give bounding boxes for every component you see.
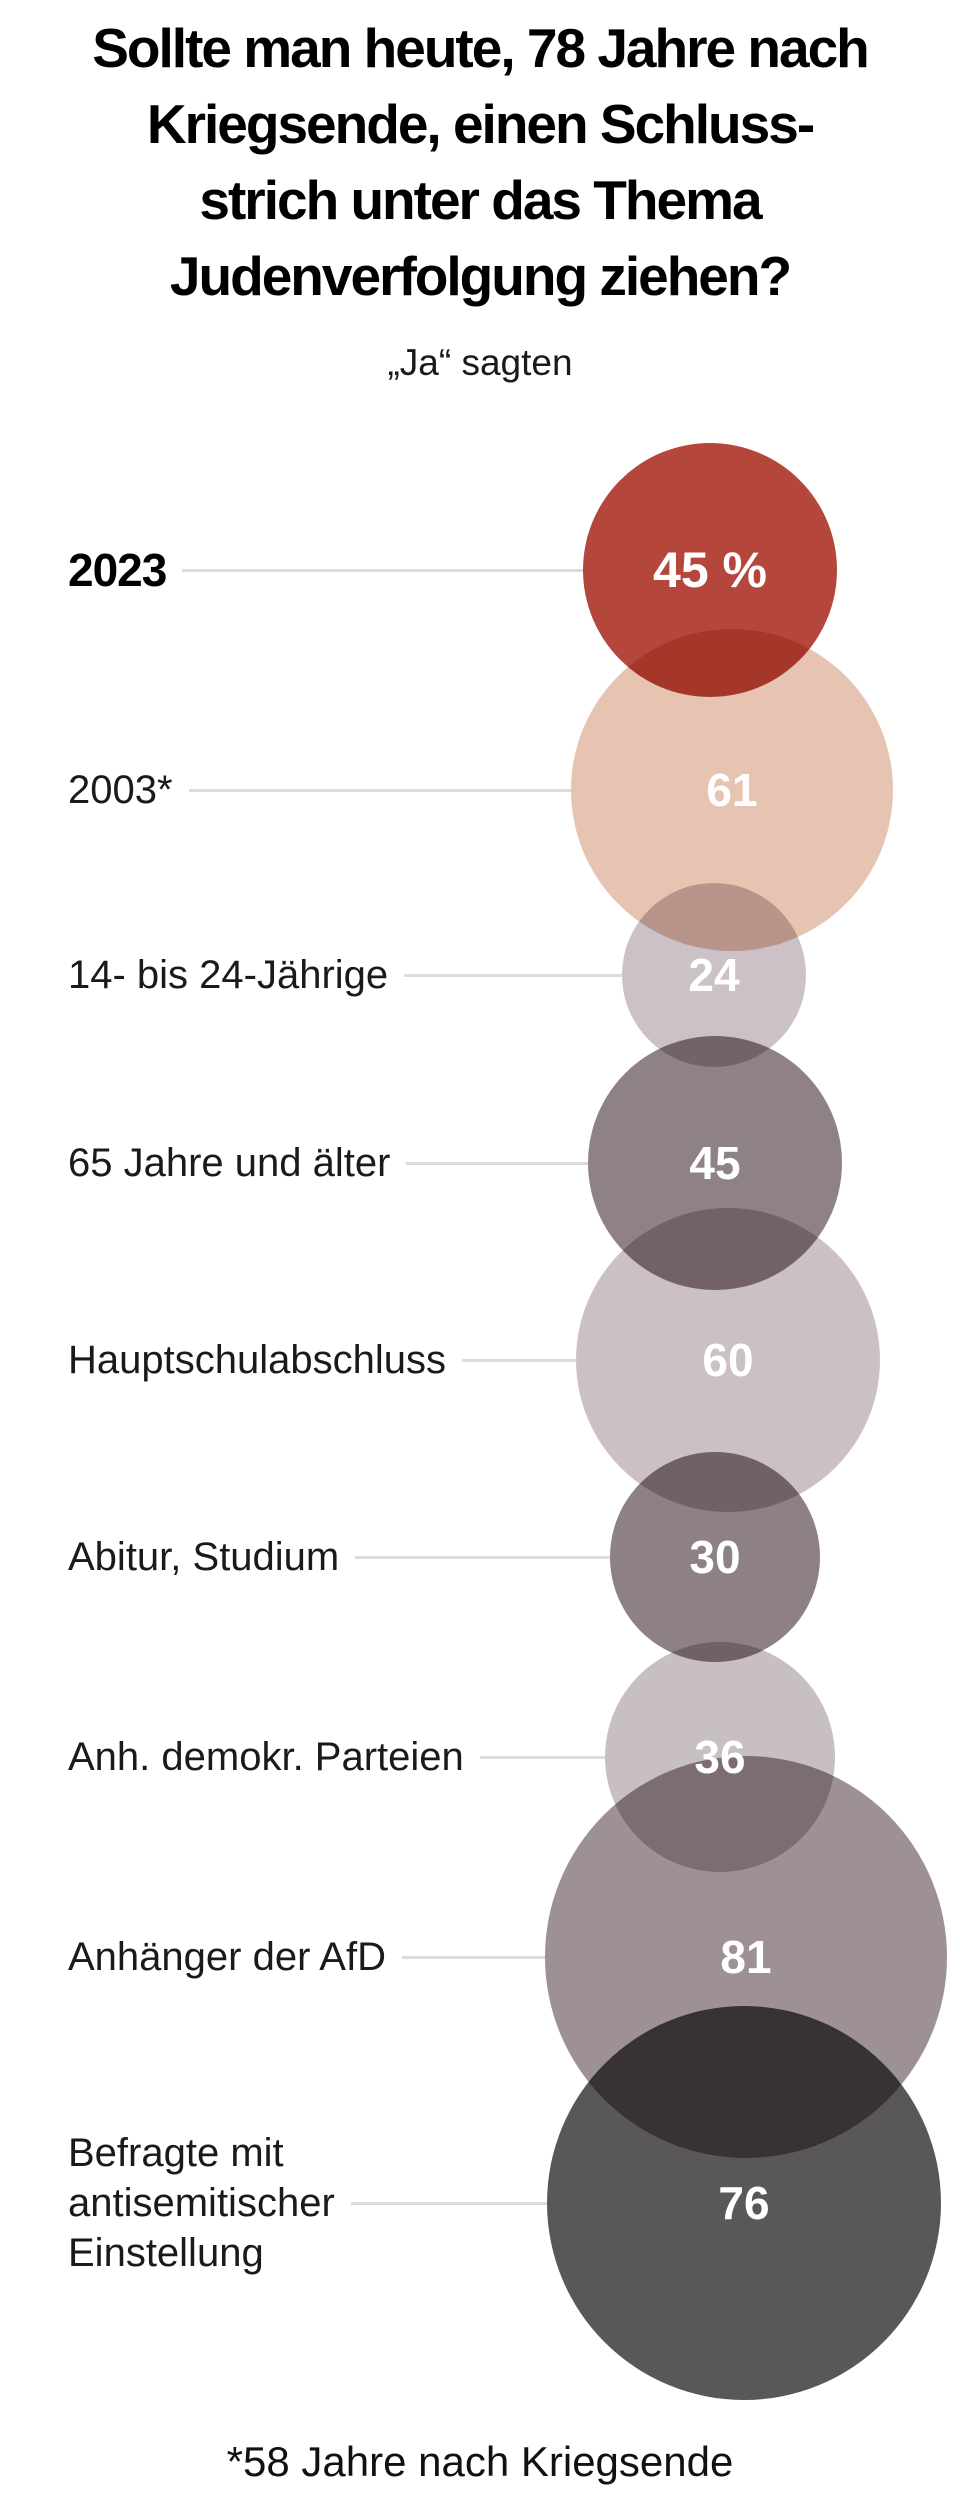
chart-title-line: Judenverfolgung ziehen? bbox=[169, 245, 792, 307]
bubble-value: 36 bbox=[694, 1731, 746, 1783]
bubble-value: 24 bbox=[688, 949, 740, 1001]
bubble bbox=[588, 1036, 842, 1290]
chart-title-line: strich unter das Thema bbox=[199, 169, 762, 231]
category-label: 2003* bbox=[68, 765, 173, 815]
category-label: Befragte mit antisemitischer Einstellung bbox=[68, 2128, 335, 2278]
category-label-line: Abitur, Studium bbox=[68, 1535, 340, 1579]
bubble-value: 61 bbox=[706, 764, 758, 816]
bubble bbox=[605, 1642, 835, 1872]
chart-title: Sollte man heute, 78 Jahre nach Kriegsen… bbox=[0, 10, 960, 314]
connector-line bbox=[355, 1556, 610, 1559]
category-label: Anhänger der AfD bbox=[68, 1932, 386, 1982]
bubble-value: 81 bbox=[720, 1931, 772, 1983]
chart-footnote: *58 Jahre nach Kriegsende bbox=[226, 2438, 734, 2485]
category-label: Hauptschulabschluss bbox=[68, 1335, 446, 1385]
category-label: 2023 bbox=[68, 544, 167, 596]
category-label-line: 2023 bbox=[68, 544, 167, 596]
bubble bbox=[576, 1208, 880, 1512]
chart-subtitle: „Ja“ sagten bbox=[387, 342, 573, 383]
bubble bbox=[547, 2006, 941, 2400]
category-label-line: 2003* bbox=[68, 768, 173, 812]
connector-line bbox=[189, 789, 571, 792]
bubble-value: 45 % bbox=[653, 542, 767, 598]
connector-line bbox=[406, 1162, 588, 1165]
bubble-value: 30 bbox=[689, 1531, 741, 1583]
bubble bbox=[571, 629, 893, 951]
connector-line bbox=[351, 2202, 547, 2205]
category-label: 14- bis 24-Jährige bbox=[68, 950, 388, 1000]
bubble-value: 60 bbox=[702, 1334, 754, 1386]
bubble bbox=[622, 883, 806, 1067]
category-label: Anh. demokr. Parteien bbox=[68, 1732, 464, 1782]
chart-title-line: Kriegsende, einen Schluss- bbox=[146, 93, 815, 155]
category-label-line: Hauptschulabschluss bbox=[68, 1338, 446, 1382]
connector-line bbox=[462, 1359, 576, 1362]
category-label-line: Anh. demokr. Parteien bbox=[68, 1735, 464, 1779]
category-label-line: Anhänger der AfD bbox=[68, 1935, 386, 1979]
category-label-line: 14- bis 24-Jährige bbox=[68, 953, 389, 997]
chart-title-line: Sollte man heute, 78 Jahre nach bbox=[92, 17, 870, 79]
connector-line bbox=[480, 1756, 605, 1759]
connector-line bbox=[182, 569, 583, 572]
category-label-line: Befragte mit bbox=[68, 2131, 284, 2175]
bubble bbox=[545, 1756, 947, 2158]
connector-line bbox=[404, 974, 622, 977]
category-label: Abitur, Studium bbox=[68, 1532, 339, 1582]
bubble-value: 45 bbox=[689, 1137, 741, 1189]
category-label-line: Einstellung bbox=[68, 2231, 264, 2275]
connector-line bbox=[402, 1956, 545, 1959]
bubble bbox=[583, 443, 837, 697]
category-label: 65 Jahre und älter bbox=[68, 1138, 390, 1188]
category-label-line: 65 Jahre und älter bbox=[68, 1141, 391, 1185]
bubble-value: 76 bbox=[718, 2177, 770, 2229]
bubble bbox=[610, 1452, 820, 1662]
category-label-line: antisemitischer bbox=[68, 2181, 335, 2225]
